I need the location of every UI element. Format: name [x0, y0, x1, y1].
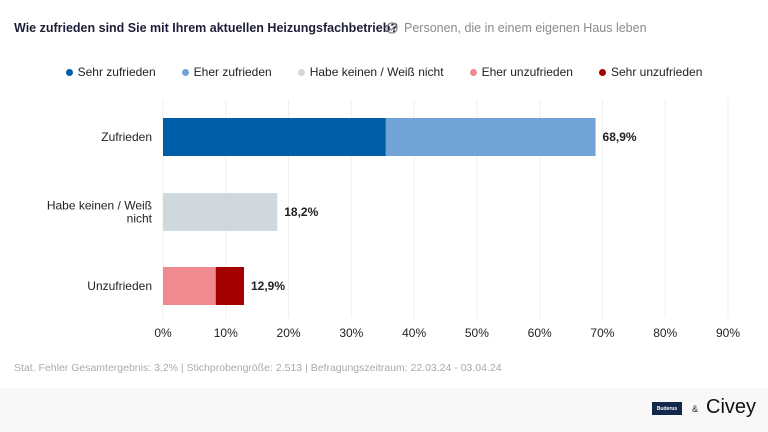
- bar-segment: [215, 267, 244, 305]
- x-tick-label: 70%: [590, 326, 614, 340]
- category-label: Habe keinen / Weiß: [47, 199, 152, 213]
- legend-item[interactable]: Eher zufrieden: [181, 65, 272, 79]
- x-tick-label: 90%: [716, 326, 740, 340]
- category-label: Unzufrieden: [87, 279, 152, 293]
- bar-segment: [163, 118, 386, 156]
- legend-label: Sehr zufrieden: [77, 65, 156, 79]
- legend-dot-icon: [65, 68, 73, 76]
- ampersand: &: [692, 404, 699, 414]
- subtitle-text: Personen, die in einem eigenen Haus lebe…: [404, 21, 647, 35]
- target-group-icon: [386, 22, 398, 34]
- legend-label: Sehr unzufrieden: [610, 65, 703, 79]
- legend-label: Habe keinen / Weiß nicht: [309, 65, 444, 79]
- category-label: Zufrieden: [101, 130, 152, 144]
- legend: Sehr zufrieden Eher zufrieden Habe keinen …: [0, 65, 768, 79]
- x-tick-label: 20%: [277, 326, 301, 340]
- chart-title: Wie zufrieden sind Sie mit Ihrem aktuell…: [14, 21, 398, 35]
- legend-label: Eher zufrieden: [193, 65, 272, 79]
- x-tick-label: 80%: [653, 326, 677, 340]
- x-tick-label: 40%: [402, 326, 426, 340]
- x-tick-label: 30%: [339, 326, 363, 340]
- civey-logo: Civey: [706, 396, 757, 418]
- legend-item[interactable]: Habe keinen / Weiß nicht: [297, 65, 444, 79]
- bar-chart: 0% 10% 20% 30% 40% 50% 60% 70% 80% 90% Zufrieden 68…: [47, 100, 740, 340]
- x-tick-label: 50%: [465, 326, 489, 340]
- bar-segment: [163, 193, 278, 231]
- legend-item[interactable]: Sehr zufrieden: [65, 65, 156, 79]
- x-tick-label: 60%: [528, 326, 552, 340]
- legend-label: Eher unzufrieden: [481, 65, 573, 79]
- legend-dot-icon: [598, 68, 606, 76]
- footer-note: Stat. Fehler Gesamtergebnis: 3,2% | Stic…: [14, 362, 502, 374]
- x-tick-label: 0%: [154, 326, 172, 340]
- category-label: nicht: [127, 212, 153, 226]
- bar-segment: [163, 267, 216, 305]
- legend-dot-icon: [469, 68, 477, 76]
- legend-dot-icon: [297, 68, 305, 76]
- legend-item[interactable]: Sehr unzufrieden: [598, 65, 703, 79]
- legend-dot-icon: [181, 68, 189, 76]
- buderus-logo: Buderus: [652, 402, 682, 415]
- x-tick-label: 10%: [214, 326, 238, 340]
- bar-segment: [385, 118, 596, 156]
- data-label: 68,9%: [603, 130, 637, 144]
- footer-bar: [0, 388, 768, 432]
- data-label: 18,2%: [284, 205, 318, 219]
- subtitle: Personen, die in einem eigenen Haus lebe…: [386, 21, 647, 35]
- data-label: 12,9%: [251, 279, 285, 293]
- legend-item[interactable]: Eher unzufrieden: [469, 65, 573, 79]
